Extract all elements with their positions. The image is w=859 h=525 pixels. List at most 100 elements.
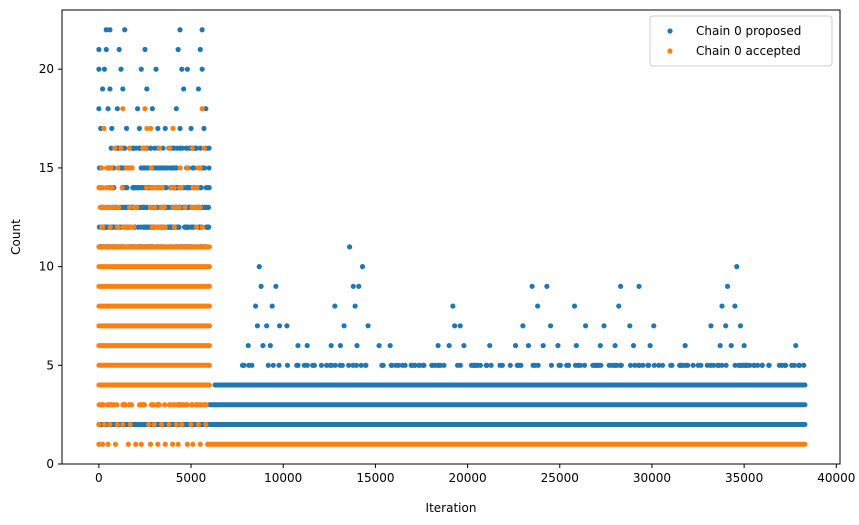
data-point — [108, 402, 114, 408]
data-point — [284, 323, 290, 329]
data-point — [151, 185, 157, 191]
data-point — [127, 421, 133, 428]
data-point — [199, 27, 205, 33]
data-point — [698, 362, 704, 368]
data-point — [96, 66, 102, 72]
data-point — [166, 421, 172, 428]
data-point — [507, 362, 513, 368]
data-point — [104, 165, 110, 171]
data-point — [118, 145, 124, 151]
data-point — [544, 283, 550, 289]
data-point — [177, 125, 183, 132]
data-point — [136, 125, 143, 132]
data-point — [389, 362, 395, 368]
x-tick-label: 15000 — [356, 471, 394, 485]
data-point — [450, 303, 456, 309]
legend-box — [649, 15, 833, 67]
data-point — [201, 145, 207, 151]
data-point — [732, 362, 738, 368]
data-point — [203, 402, 209, 408]
data-point — [138, 204, 144, 210]
data-point — [632, 362, 638, 368]
data-point — [198, 185, 204, 191]
data-point — [155, 185, 161, 191]
data-point — [630, 342, 637, 349]
data-point — [461, 342, 467, 349]
data-point — [150, 224, 156, 230]
data-point — [140, 165, 146, 171]
data-point — [617, 362, 623, 368]
data-point — [173, 421, 179, 428]
data-point — [158, 421, 165, 428]
data-point — [188, 125, 194, 132]
data-point — [254, 323, 261, 329]
data-point — [627, 323, 633, 329]
data-point — [295, 362, 301, 368]
data-point — [572, 362, 579, 368]
data-point — [387, 342, 393, 349]
data-point — [170, 204, 176, 210]
data-point — [246, 362, 252, 368]
data-point — [199, 66, 205, 72]
data-point — [204, 224, 211, 230]
data-point — [122, 27, 128, 33]
data-point — [327, 362, 333, 368]
data-point — [189, 145, 195, 151]
data-point — [548, 362, 555, 368]
data-point — [144, 86, 150, 92]
data-point — [454, 362, 461, 368]
data-point — [571, 303, 578, 309]
data-point — [269, 303, 275, 309]
data-point — [170, 145, 176, 151]
data-point — [120, 421, 126, 428]
data-point — [682, 342, 688, 349]
data-point — [101, 125, 107, 132]
data-point — [97, 185, 103, 191]
data-point — [150, 402, 156, 408]
data-point — [677, 362, 684, 368]
x-tick-label: 20000 — [448, 471, 486, 485]
data-point — [162, 224, 168, 230]
data-point — [138, 441, 144, 447]
data-point — [332, 362, 338, 368]
legend-entry: Chain 0 accepted — [696, 44, 801, 58]
data-point — [468, 362, 474, 368]
data-point — [108, 145, 114, 151]
data-point — [121, 402, 127, 408]
data-point — [105, 441, 111, 447]
data-point — [362, 362, 369, 368]
data-point — [107, 224, 113, 230]
data-point — [728, 342, 734, 349]
data-point — [149, 106, 155, 112]
x-tick-label: 40000 — [817, 471, 855, 485]
data-point — [276, 362, 282, 368]
data-point — [142, 224, 148, 230]
data-point — [704, 362, 710, 368]
data-point — [201, 204, 207, 210]
data-point — [154, 402, 160, 408]
data-point — [138, 66, 144, 72]
data-point — [126, 145, 132, 151]
data-point — [151, 421, 157, 428]
data-point — [184, 165, 190, 171]
data-point — [203, 106, 209, 112]
data-point — [273, 283, 279, 289]
data-point — [170, 125, 176, 132]
data-point — [194, 185, 200, 191]
data-point — [719, 303, 725, 309]
data-point — [177, 165, 183, 171]
x-tick-label: 5000 — [176, 471, 207, 485]
x-tick-label: 10000 — [264, 471, 302, 485]
data-point — [171, 224, 177, 230]
data-point — [142, 46, 148, 53]
data-point — [101, 421, 108, 428]
data-point — [155, 441, 161, 447]
data-point — [96, 441, 102, 447]
data-point — [529, 283, 535, 289]
data-point — [114, 402, 120, 408]
data-point — [107, 27, 113, 33]
data-point — [350, 283, 356, 289]
data-point — [759, 362, 765, 368]
data-point — [782, 362, 788, 368]
